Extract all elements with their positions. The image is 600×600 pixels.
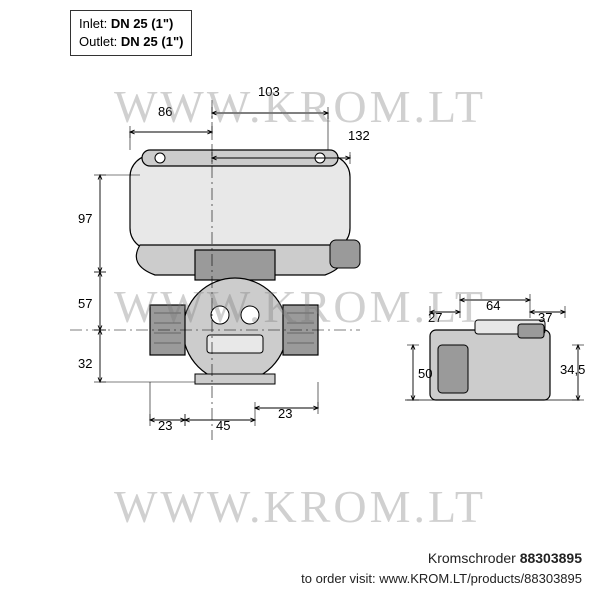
inlet-label: Inlet:: [79, 16, 107, 31]
dimension-label: 86: [158, 104, 172, 119]
brand-line: Kromschroder 88303895: [0, 548, 582, 569]
outlet-value: DN 25 (1"): [121, 34, 184, 49]
dimension-label: 50: [418, 366, 432, 381]
order-line: to order visit: www.KROM.LT/products/883…: [0, 569, 582, 589]
dimension-label: 132: [348, 128, 370, 143]
dimension-label: 23: [278, 406, 292, 421]
dimension-label: 32: [78, 356, 92, 371]
order-prefix: to order visit:: [301, 571, 375, 586]
dimension-label: 64: [486, 298, 500, 313]
inlet-value: DN 25 (1"): [111, 16, 174, 31]
dimension-label: 37: [538, 310, 552, 325]
dimension-label: 97: [78, 211, 92, 226]
order-url: www.KROM.LT/products/88303895: [379, 571, 582, 586]
part-number: 88303895: [520, 550, 582, 566]
dimension-label: 57: [78, 296, 92, 311]
footer: Kromschroder 88303895 to order visit: ww…: [0, 548, 600, 589]
outlet-label: Outlet:: [79, 34, 117, 49]
outlet-line: Outlet: DN 25 (1"): [79, 33, 183, 51]
spec-box: Inlet: DN 25 (1") Outlet: DN 25 (1"): [70, 10, 192, 56]
dimension-label: 45: [216, 418, 230, 433]
inlet-line: Inlet: DN 25 (1"): [79, 15, 183, 33]
dimension-label: 27: [428, 310, 442, 325]
dimension-label: 34,5: [560, 362, 585, 377]
dimension-label: 103: [258, 84, 280, 99]
brand-name: Kromschroder: [428, 550, 516, 566]
dimension-label: 23: [158, 418, 172, 433]
